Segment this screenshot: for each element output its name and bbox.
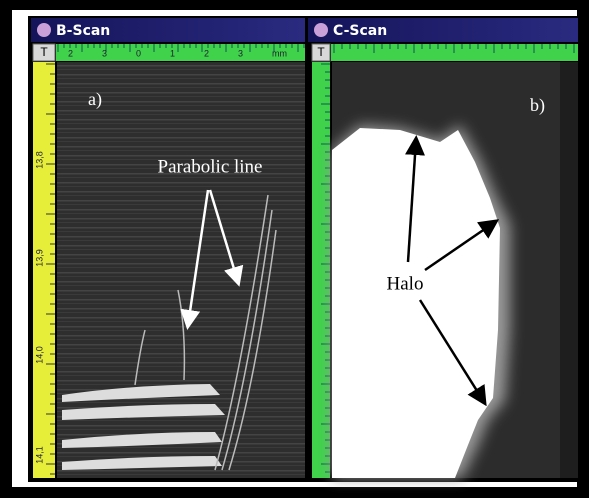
cscan-window: C-Scan T b) Halo	[308, 18, 578, 478]
defect-area	[332, 128, 500, 478]
ruler-label: mm	[272, 48, 287, 58]
window-title: B-Scan	[56, 23, 110, 39]
tool-label: T	[317, 45, 325, 59]
annotation: Parabolic line	[158, 156, 263, 177]
bscan-window: B-Scan T 2 3 0 1 2 3 mm 13,8 13,9 14,0 14,1 a) Pa…	[31, 18, 305, 478]
annotation: Halo	[387, 273, 424, 294]
panel-label: b)	[530, 95, 545, 116]
edge	[560, 62, 578, 478]
tool-label: T	[40, 45, 48, 59]
ruler-label: 14,0	[34, 346, 44, 364]
ruler-label: 0	[136, 48, 141, 58]
ruler-label: 14,1	[34, 446, 44, 464]
ruler-label: 1	[170, 48, 175, 58]
ruler-label: 3	[238, 48, 243, 58]
ruler-label: 13,9	[34, 249, 44, 267]
window-icon	[37, 23, 51, 37]
window-title: C-Scan	[333, 23, 387, 39]
window-icon	[314, 23, 328, 37]
ruler-label: 2	[68, 48, 73, 58]
ruler-label: 2	[204, 48, 209, 58]
panel-label: a)	[88, 89, 102, 110]
ruler-label: 3	[102, 48, 107, 58]
figure: B-Scan T 2 3 0 1 2 3 mm 13,8 13,9 14,0 14,1 a) Pa…	[0, 0, 589, 498]
ruler-label: 13,8	[34, 151, 44, 169]
